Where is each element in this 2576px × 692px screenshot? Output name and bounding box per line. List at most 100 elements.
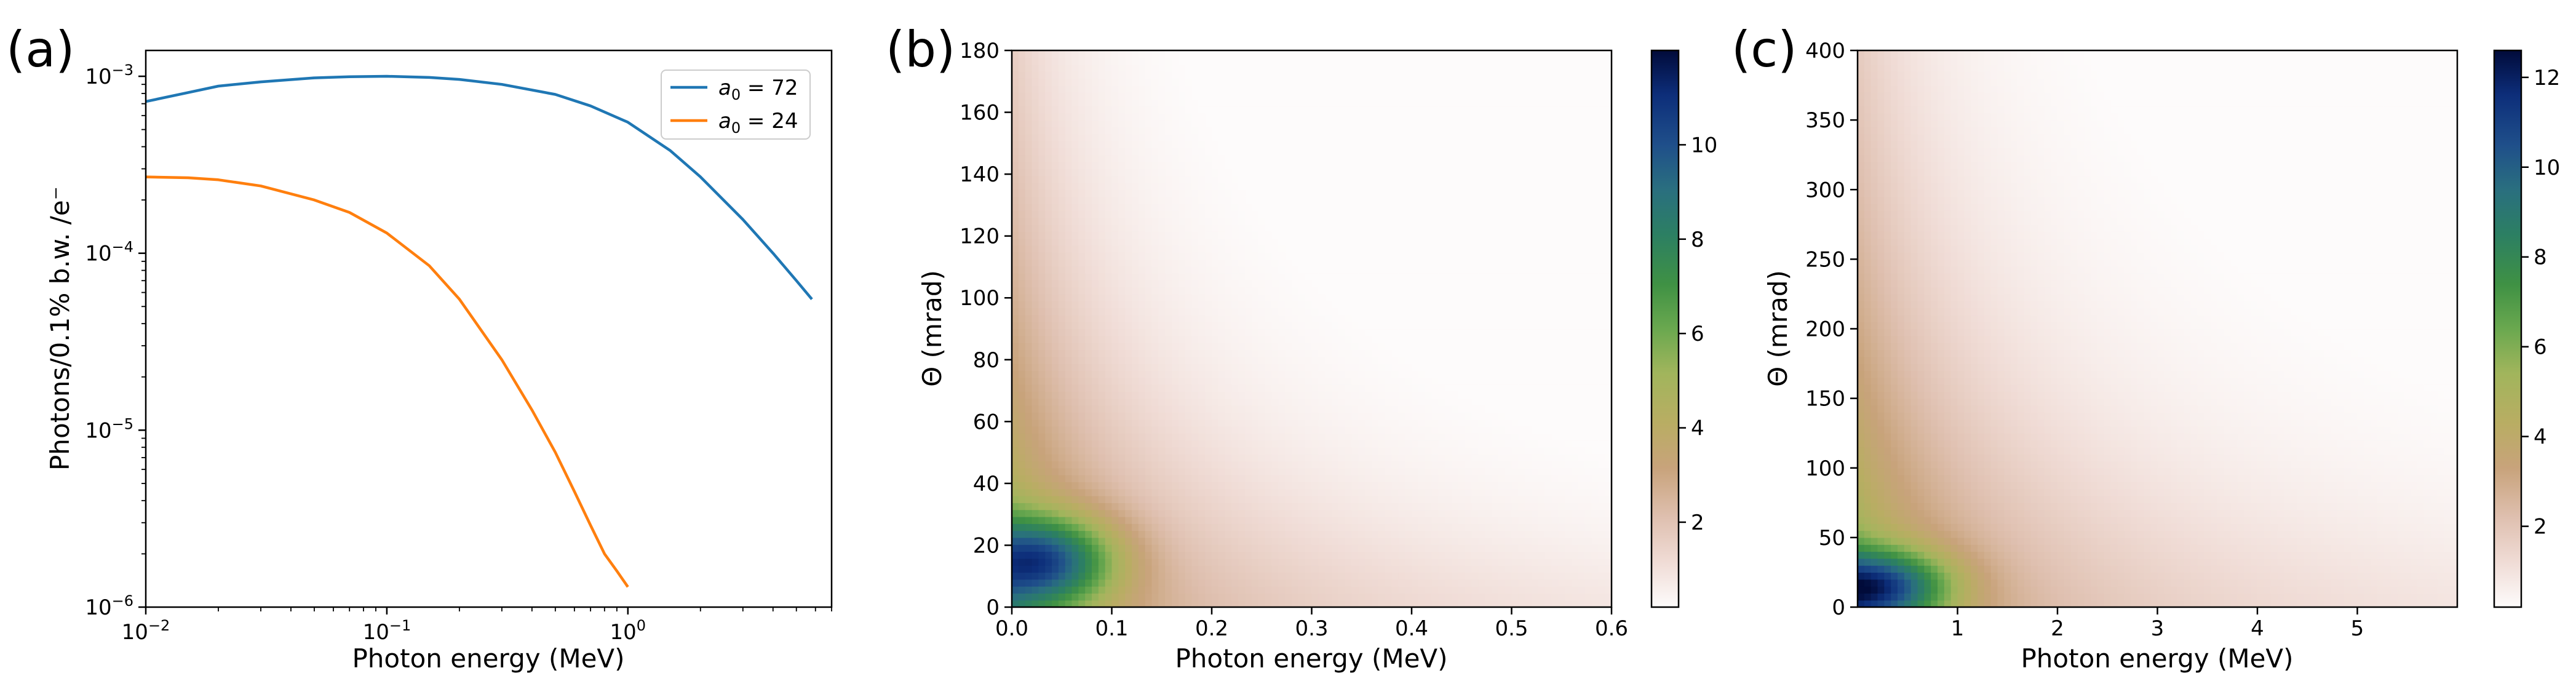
heatmap-cell <box>1145 572 1153 580</box>
heatmap-cell <box>1218 496 1226 503</box>
heatmap-cell <box>1345 377 1353 385</box>
heatmap-cell <box>1125 551 1132 559</box>
heatmap-cell <box>1265 523 1273 531</box>
heatmap-cell <box>1332 572 1339 580</box>
heatmap-cell <box>1385 544 1393 552</box>
heatmap-cell <box>1292 64 1299 72</box>
heatmap-cell <box>1358 377 1366 385</box>
heatmap-cell <box>1338 162 1346 169</box>
heatmap-cell <box>1025 322 1033 330</box>
heatmap-cell <box>1032 384 1039 392</box>
heatmap-cell <box>1092 364 1099 371</box>
heatmap-cell <box>1172 391 1179 399</box>
heatmap-cell <box>1085 391 1092 399</box>
heatmap-cell <box>1058 224 1066 232</box>
heatmap-cell <box>1378 162 1386 169</box>
heatmap-cell <box>1151 586 1159 594</box>
heatmap-cell <box>1165 314 1172 322</box>
heatmap-cell <box>1311 530 1319 538</box>
heatmap-cell <box>1025 496 1033 503</box>
heatmap-cell <box>1198 544 1206 552</box>
heatmap-cell <box>1185 259 1193 267</box>
heatmap-cell <box>1332 120 1339 128</box>
heatmap-cell <box>1071 398 1079 406</box>
heatmap-cell <box>1145 384 1153 392</box>
heatmap-cell <box>1271 551 1279 559</box>
heatmap-cell <box>1071 475 1079 482</box>
heatmap-cell <box>1092 586 1099 594</box>
heatmap-cell <box>1318 175 1326 183</box>
heatmap-cell <box>1098 224 1106 232</box>
heatmap-cell <box>1218 127 1226 135</box>
heatmap-cell <box>1111 182 1119 190</box>
heatmap-cell <box>1165 78 1172 86</box>
heatmap-cell <box>1391 245 1399 253</box>
heatmap-cell <box>1271 162 1279 169</box>
heatmap-cell <box>1078 488 1086 496</box>
heatmap-cell <box>1372 349 1379 357</box>
heatmap-cell <box>1311 419 1319 427</box>
heatmap-cell <box>1412 467 1419 475</box>
heatmap-cell <box>1172 71 1179 79</box>
heatmap-cell <box>1252 99 1259 107</box>
heatmap-cell <box>1092 175 1099 183</box>
heatmap-cell <box>1292 370 1299 378</box>
heatmap-cell <box>1285 78 1292 86</box>
heatmap-cell <box>1098 301 1106 309</box>
heatmap-cell <box>1032 600 1039 608</box>
heatmap-cell <box>1338 475 1346 482</box>
heatmap-cell <box>1151 488 1159 496</box>
heatmap-cell <box>1092 127 1099 135</box>
heatmap-cell <box>1365 99 1372 107</box>
heatmap-cell <box>1198 85 1206 93</box>
heatmap-cell <box>1032 509 1039 517</box>
heatmap-cell <box>1085 162 1092 169</box>
heatmap-cell <box>1125 600 1132 608</box>
heatmap-cell <box>1151 162 1159 169</box>
heatmap-cell <box>1338 57 1346 65</box>
heatmap-cell <box>1105 189 1113 197</box>
heatmap-cell <box>1372 64 1379 72</box>
heatmap-cell <box>1025 293 1033 301</box>
heatmap-cell <box>1191 488 1199 496</box>
heatmap-cell <box>1105 565 1113 573</box>
heatmap-cell <box>1358 133 1366 141</box>
heatmap-cell <box>1298 64 1306 72</box>
heatmap-cell <box>1385 593 1393 601</box>
heatmap-cell <box>1358 475 1366 482</box>
heatmap-cell <box>1378 572 1386 580</box>
heatmap-cell <box>1285 343 1292 351</box>
heatmap-cell <box>1132 287 1139 295</box>
heatmap-cell <box>1238 273 1246 280</box>
heatmap-cell <box>1412 454 1419 462</box>
heatmap-cell <box>1032 154 1039 162</box>
heatmap-cell <box>1145 308 1153 316</box>
heatmap-cell <box>1285 301 1292 309</box>
heatmap-cell <box>1238 127 1246 135</box>
heatmap-cell <box>1412 238 1419 246</box>
heatmap-cell <box>1325 384 1332 392</box>
heatmap-cell <box>1305 259 1313 267</box>
heatmap-cell <box>1118 287 1126 295</box>
heatmap-cell <box>1185 196 1193 204</box>
heatmap-cell <box>1165 175 1172 183</box>
heatmap-cell <box>1098 370 1106 378</box>
heatmap-cell <box>1292 133 1299 141</box>
heatmap-cell <box>1311 231 1319 239</box>
heatmap-cell <box>1278 440 1286 448</box>
heatmap-cell <box>1258 154 1266 162</box>
heatmap-cell <box>1098 516 1106 524</box>
heatmap-cell <box>1305 335 1313 343</box>
heatmap-cell <box>1132 154 1139 162</box>
heatmap-cell <box>1345 488 1353 496</box>
heatmap-cell <box>1378 57 1386 65</box>
heatmap-cell <box>1325 579 1332 587</box>
heatmap-cell <box>1332 335 1339 343</box>
heatmap-cell <box>1078 85 1086 93</box>
heatmap-cell <box>1318 419 1326 427</box>
heatmap-cell <box>1405 572 1412 580</box>
heatmap-cell <box>1158 364 1166 371</box>
heatmap-cell <box>1278 273 1286 280</box>
heatmap-cell <box>1098 328 1106 336</box>
heatmap-cell <box>1138 127 1146 135</box>
